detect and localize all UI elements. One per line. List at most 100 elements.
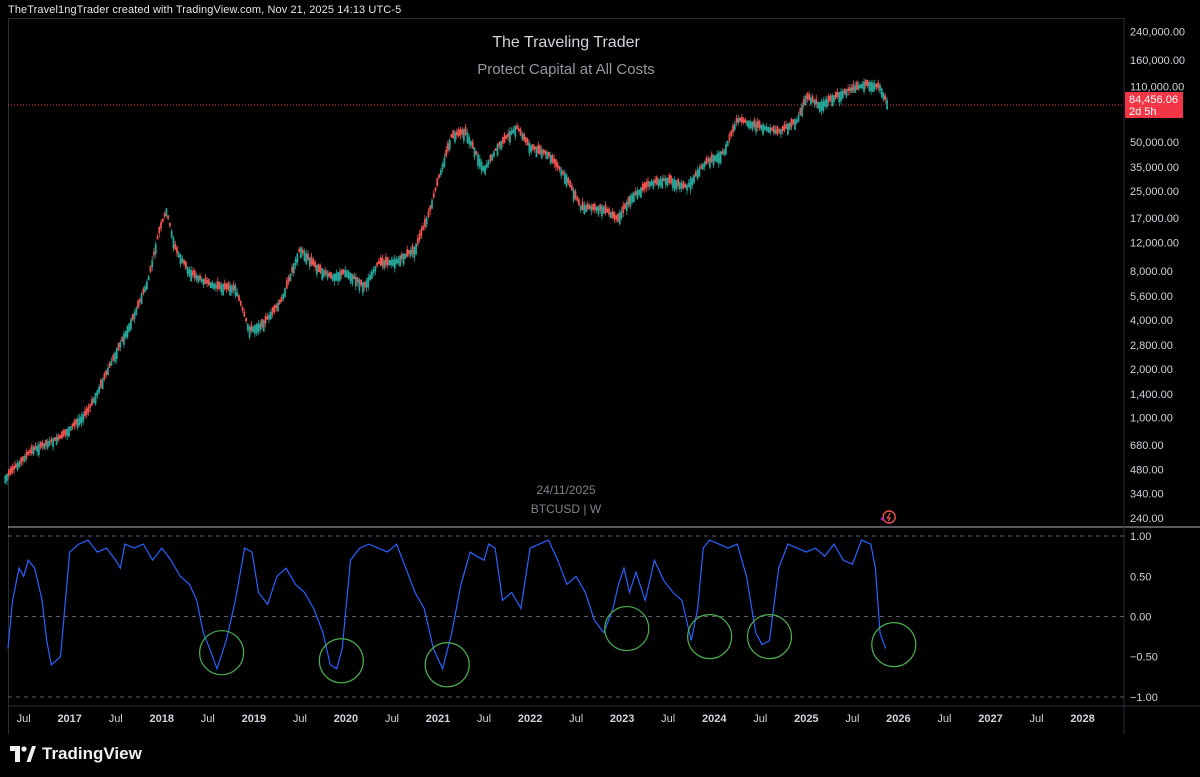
candle-body bbox=[485, 163, 488, 168]
candle-body bbox=[686, 184, 688, 191]
candle-body bbox=[700, 165, 703, 169]
candle-body bbox=[733, 123, 736, 130]
candle-body bbox=[169, 222, 171, 227]
candle-body bbox=[602, 206, 605, 214]
candle-body bbox=[824, 100, 826, 107]
candle-body bbox=[468, 137, 471, 145]
price-tick-label: 240,000.00 bbox=[1130, 26, 1185, 38]
candle-body bbox=[447, 143, 449, 152]
candle-body bbox=[199, 275, 201, 281]
candle-body bbox=[409, 250, 412, 256]
trough-circle bbox=[199, 630, 245, 676]
candle-body bbox=[259, 323, 262, 330]
candle-body bbox=[390, 260, 393, 266]
trough-circle bbox=[871, 622, 917, 668]
candle-body bbox=[273, 305, 276, 312]
candle-body bbox=[365, 280, 368, 288]
candle-body bbox=[622, 205, 625, 213]
candle-body bbox=[863, 81, 865, 92]
candle-body bbox=[544, 150, 547, 155]
candle-body bbox=[59, 435, 62, 439]
candle-body bbox=[818, 102, 821, 112]
candle-body bbox=[285, 280, 288, 289]
candle-body bbox=[500, 141, 502, 150]
candle-body bbox=[457, 129, 460, 137]
candle-body bbox=[509, 131, 511, 143]
candle-body bbox=[820, 101, 823, 111]
candle-body bbox=[126, 326, 129, 338]
candle-body bbox=[347, 271, 350, 280]
candle-body bbox=[360, 280, 363, 286]
candle-body bbox=[282, 293, 285, 300]
candle-body bbox=[261, 319, 263, 328]
candle-body bbox=[236, 292, 239, 297]
candle-body bbox=[393, 258, 396, 269]
candle-body bbox=[710, 153, 713, 162]
candle-body bbox=[239, 301, 242, 306]
candle-body bbox=[595, 206, 598, 211]
candle-body bbox=[151, 260, 154, 268]
candle-body bbox=[114, 352, 116, 362]
candle-body bbox=[386, 257, 389, 265]
time-tick-label: Jul bbox=[753, 713, 767, 725]
candle-body bbox=[13, 465, 15, 470]
candle-body bbox=[119, 342, 122, 348]
tradingview-logo[interactable]: TradingView bbox=[10, 744, 142, 764]
candle-body bbox=[719, 151, 722, 163]
candle-body bbox=[470, 141, 472, 146]
candle-body bbox=[799, 107, 802, 115]
current-price-tag[interactable]: 84,456.06 2d 5h bbox=[1125, 92, 1183, 118]
candle-body bbox=[333, 273, 336, 282]
candle-body bbox=[790, 118, 793, 128]
candle-body bbox=[581, 201, 584, 211]
candle-body bbox=[703, 161, 706, 167]
candle-body bbox=[879, 85, 881, 91]
candle-body bbox=[399, 255, 402, 267]
candle-body bbox=[783, 124, 786, 131]
tradingview-logo-icon bbox=[10, 746, 36, 762]
candle-body bbox=[585, 205, 587, 213]
candle-body bbox=[868, 82, 871, 91]
candle-body bbox=[225, 283, 228, 289]
candle-body bbox=[78, 417, 81, 425]
candle-body bbox=[331, 274, 334, 281]
candle-body bbox=[107, 367, 109, 375]
time-tick-label: 2026 bbox=[886, 713, 910, 725]
candle-body bbox=[523, 133, 525, 141]
candle-body bbox=[308, 257, 311, 267]
candle-body bbox=[220, 284, 223, 293]
candle-body bbox=[383, 260, 386, 269]
candle-body bbox=[264, 316, 267, 324]
trough-circle bbox=[424, 642, 470, 688]
candle-body bbox=[241, 307, 244, 311]
candle-body bbox=[353, 275, 355, 280]
candle-body bbox=[61, 431, 63, 439]
candle-body bbox=[493, 151, 495, 157]
candle-body bbox=[553, 158, 556, 164]
candle-body bbox=[740, 117, 743, 123]
candle-body bbox=[257, 323, 260, 332]
candle-body bbox=[429, 205, 432, 211]
candle-body bbox=[340, 269, 343, 276]
candle-body bbox=[542, 150, 545, 154]
candle-body bbox=[875, 83, 878, 88]
candle-body bbox=[46, 440, 49, 449]
candle-body bbox=[20, 457, 23, 464]
chart-area[interactable] bbox=[8, 18, 1125, 735]
candle-body bbox=[886, 100, 888, 110]
candle-body bbox=[300, 247, 302, 258]
candle-body bbox=[176, 247, 178, 254]
price-tick-label: 2,800.00 bbox=[1130, 340, 1173, 352]
candle-body bbox=[583, 204, 586, 214]
candle-body bbox=[668, 174, 671, 183]
candle-body bbox=[330, 272, 332, 279]
candle-body bbox=[574, 191, 577, 199]
candle-body bbox=[326, 272, 329, 279]
candle-body bbox=[640, 187, 642, 198]
candle-body bbox=[177, 252, 180, 258]
candle-body bbox=[873, 83, 876, 90]
candle-body bbox=[271, 307, 274, 315]
candle-body bbox=[749, 121, 752, 128]
candle-body bbox=[705, 157, 708, 165]
